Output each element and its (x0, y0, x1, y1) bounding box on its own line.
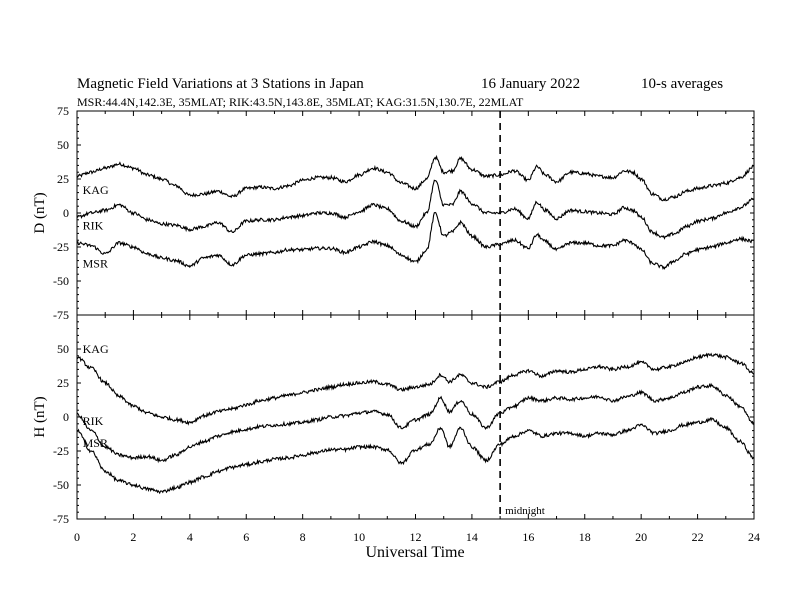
y-tick-label: 25 (57, 172, 69, 186)
chart-averaging: 10-s averages (641, 76, 723, 92)
y-tick-label: 0 (63, 410, 69, 424)
y-tick-label: 50 (57, 138, 69, 152)
y-tick-label: 0 (63, 206, 69, 220)
d-component-panel: 75 50 25 0 -25 -50 -75 KAG RIK MSR D (nT) (32, 104, 755, 322)
h-series-kag (76, 352, 755, 426)
chart-date: 16 January 2022 (481, 76, 580, 92)
h-label-kag: KAG (83, 342, 109, 356)
d-y-axis-label: D (nT) (32, 192, 48, 233)
y-tick-label: -25 (53, 240, 69, 254)
x-axis: 0 2 4 6 8 10 12 14 16 18 20 22 24 (74, 530, 760, 544)
h-y-axis: 50 25 0 -25 -50 -75 (53, 314, 755, 526)
d-label-msr: MSR (83, 256, 108, 270)
h-series-msr (76, 416, 755, 495)
x-tick-label: 22 (692, 530, 704, 544)
y-tick-label: -75 (53, 512, 69, 526)
x-tick-label: 20 (635, 530, 647, 544)
x-tick-label: 0 (74, 530, 80, 544)
d-series-labels: KAG RIK MSR (83, 183, 109, 270)
x-tick-label: 18 (579, 530, 591, 544)
y-tick-label: 25 (57, 376, 69, 390)
y-tick-label: -50 (53, 478, 69, 492)
station-info: MSR:44.4N,142.3E, 35MLAT; RIK:43.5N,143.… (77, 95, 524, 109)
x-tick-label: 24 (748, 530, 760, 544)
x-tick-label: 8 (300, 530, 306, 544)
x-axis-label: Universal Time (365, 544, 464, 561)
d-label-kag: KAG (83, 183, 109, 197)
d-series-group (76, 154, 755, 270)
chart-title: Magnetic Field Variations at 3 Stations … (77, 76, 364, 92)
x-tick-label: 16 (522, 530, 534, 544)
x-tick-label: 6 (243, 530, 249, 544)
x-tick-label: 14 (466, 530, 478, 544)
d-label-rik: RIK (83, 218, 104, 232)
d-panel-frame (76, 110, 755, 316)
x-tick-label: 10 (353, 530, 365, 544)
y-tick-label: 75 (57, 104, 69, 118)
h-label-rik: RIK (83, 414, 104, 428)
h-series-labels: KAG RIK MSR (83, 342, 109, 450)
y-tick-label: -25 (53, 444, 69, 458)
d-series-msr (76, 211, 755, 270)
h-label-msr: MSR (83, 436, 108, 450)
h-series-rik (76, 382, 755, 464)
x-tick-label: 4 (187, 530, 193, 544)
d-y-axis: 75 50 25 0 -25 -50 -75 (53, 104, 755, 322)
y-tick-label: 50 (57, 342, 69, 356)
y-tick-label: -50 (53, 274, 69, 288)
d-series-kag (76, 154, 755, 202)
y-tick-label: -75 (53, 308, 69, 322)
h-series-group (76, 352, 755, 495)
midnight-annotation: midnight (505, 505, 545, 517)
x-tick-label: 12 (410, 530, 422, 544)
d-series-rik (76, 179, 755, 240)
h-component-panel: 50 25 0 -25 -50 -75 KAG RIK MSR H (nT) (32, 314, 755, 526)
h-y-axis-label: H (nT) (32, 396, 48, 437)
x-tick-label: 2 (130, 530, 136, 544)
